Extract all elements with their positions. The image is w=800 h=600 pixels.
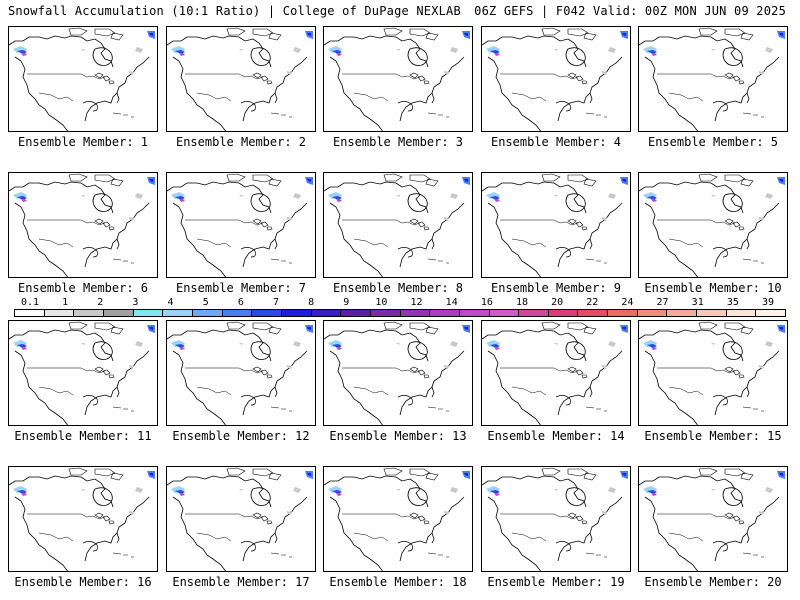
ensemble-member-label: Ensemble Member: 3	[332, 135, 464, 149]
ensemble-member-map	[481, 466, 631, 572]
ensemble-member-map	[323, 26, 473, 132]
ensemble-member-label: Ensemble Member: 7	[175, 281, 307, 295]
colorbar-swatch	[311, 310, 342, 316]
ensemble-member-map	[323, 172, 473, 278]
ensemble-member-map	[166, 172, 316, 278]
ensemble-member-map	[638, 320, 788, 426]
ensemble-member-label: Ensemble Member: 5	[647, 135, 779, 149]
ensemble-member-label: Ensemble Member: 15	[644, 429, 782, 443]
colorbar-swatch	[192, 310, 223, 316]
ensemble-member-map	[323, 320, 473, 426]
colorbar-swatch	[519, 310, 549, 316]
ensemble-member-label: Ensemble Member: 17	[172, 575, 310, 589]
ensemble-member-label: Ensemble Member: 2	[175, 135, 307, 149]
ensemble-member-label: Ensemble Member: 9	[490, 281, 622, 295]
ensemble-member-label: Ensemble Member: 12	[172, 429, 310, 443]
ensemble-member-map	[481, 320, 631, 426]
ensemble-member-map	[481, 26, 631, 132]
colorbar-tick-label: 20	[551, 297, 564, 308]
ensemble-member-map	[481, 172, 631, 278]
ensemble-member-map	[638, 172, 788, 278]
ensemble-member-label: Ensemble Member: 4	[490, 135, 622, 149]
colorbar-tick-label: 10	[375, 297, 388, 308]
colorbar-tick-label: 3	[132, 297, 139, 308]
colorbar-tick-label: 0.1	[20, 297, 40, 308]
colorbar-tick-label: 24	[621, 297, 634, 308]
colorbar-tick-label: 2	[97, 297, 104, 308]
ensemble-member-label: Ensemble Member: 1	[17, 135, 149, 149]
colorbar-swatch	[15, 310, 45, 316]
colorbar-tick-label: 18	[515, 297, 529, 308]
colorbar-tick-label: 4	[167, 297, 174, 308]
colorbar-tick-label: 22	[586, 297, 599, 308]
ensemble-member-map	[638, 466, 788, 572]
colorbar-swatch	[370, 310, 401, 316]
colorbar-swatch	[341, 310, 371, 316]
colorbar-tick-label: 14	[445, 297, 458, 308]
colorbar-tick-label: 6	[237, 297, 244, 308]
ensemble-member-map	[166, 26, 316, 132]
colorbar-swatch	[281, 310, 312, 316]
colorbar-swatch	[252, 310, 282, 316]
colorbar-swatch	[608, 310, 638, 316]
colorbar-swatch	[133, 310, 164, 316]
ensemble-member-label: Ensemble Member: 14	[487, 429, 625, 443]
colorbar-tick-label: 8	[308, 297, 315, 308]
snowfall-colorbar	[14, 309, 786, 317]
colorbar-swatch	[74, 310, 104, 316]
ensemble-member-label: Ensemble Member: 13	[329, 429, 467, 443]
colorbar-swatch	[430, 310, 460, 316]
colorbar-tick-label: 16	[480, 297, 493, 308]
colorbar-swatch	[489, 310, 520, 316]
colorbar-tick-label: 5	[202, 297, 209, 308]
ensemble-member-map	[8, 172, 158, 278]
colorbar-tick-label: 35	[726, 297, 739, 308]
ensemble-member-label: Ensemble Member: 8	[332, 281, 464, 295]
ensemble-member-label: Ensemble Member: 18	[329, 575, 467, 589]
colorbar-tick-label: 39	[761, 297, 775, 308]
colorbar-swatch	[667, 310, 698, 316]
colorbar-swatch	[459, 310, 490, 316]
ensemble-member-map	[8, 26, 158, 132]
colorbar-swatch	[756, 310, 786, 316]
colorbar-swatch	[637, 310, 668, 316]
colorbar-tick-label: 31	[691, 297, 704, 308]
chart-title: Snowfall Accumulation (10:1 Ratio) | Col…	[8, 4, 461, 18]
colorbar-swatch	[163, 310, 193, 316]
ensemble-member-label: Ensemble Member: 16	[14, 575, 152, 589]
ensemble-member-map	[323, 466, 473, 572]
ensemble-member-map	[166, 466, 316, 572]
colorbar-tick-label: 9	[343, 297, 350, 308]
ensemble-member-map	[166, 320, 316, 426]
colorbar-swatch	[548, 310, 579, 316]
ensemble-member-label: Ensemble Member: 6	[17, 281, 149, 295]
colorbar-swatch	[578, 310, 609, 316]
colorbar-swatch	[726, 310, 757, 316]
colorbar-tick-label: 12	[410, 297, 423, 308]
ensemble-member-label: Ensemble Member: 10	[644, 281, 782, 295]
colorbar-swatch	[400, 310, 431, 316]
ensemble-member-label: Ensemble Member: 19	[487, 575, 625, 589]
colorbar-tick-label: 1	[62, 297, 69, 308]
ensemble-member-label: Ensemble Member: 20	[644, 575, 782, 589]
colorbar-swatch	[697, 310, 727, 316]
ensemble-member-label: Ensemble Member: 11	[14, 429, 152, 443]
colorbar-swatch	[222, 310, 253, 316]
ensemble-member-map	[8, 320, 158, 426]
model-run-info: 06Z GEFS | F042 Valid: 00Z MON JUN 09 20…	[474, 4, 786, 18]
colorbar-swatch	[44, 310, 75, 316]
ensemble-member-map	[8, 466, 158, 572]
colorbar-tick-label: 7	[272, 297, 280, 308]
ensemble-member-map	[638, 26, 788, 132]
colorbar-tick-label: 27	[656, 297, 669, 308]
colorbar-swatch	[103, 310, 134, 316]
